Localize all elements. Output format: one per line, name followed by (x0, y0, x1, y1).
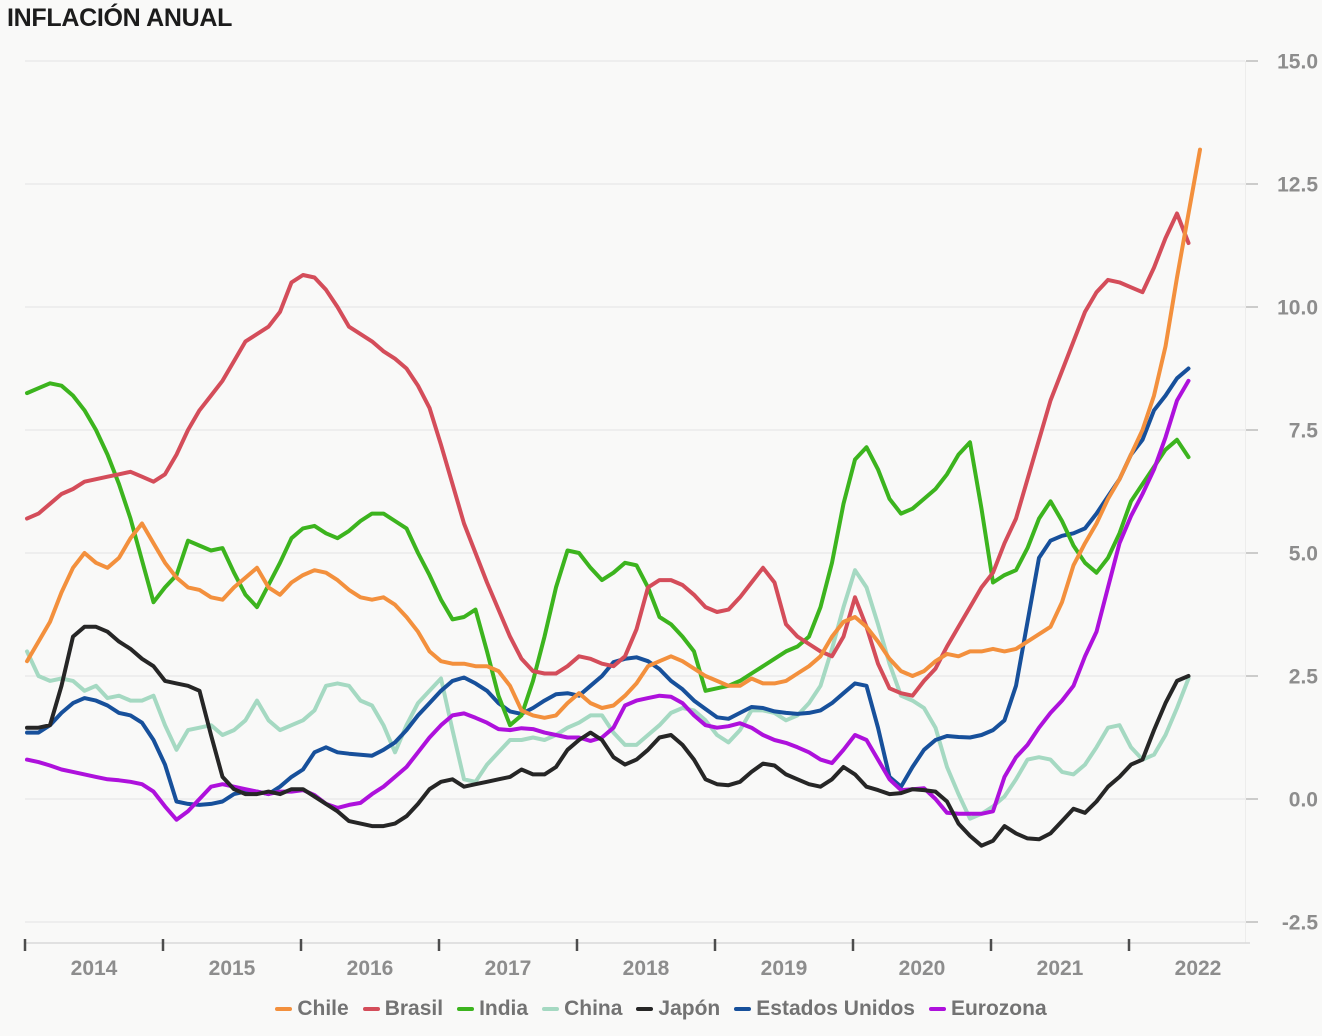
legend-label-china: China (564, 997, 623, 1020)
y-axis-label: -2.5 (1282, 912, 1319, 935)
legend-item-chile: Chile (275, 997, 349, 1021)
x-axis-label: 2022 (1175, 957, 1222, 980)
x-axis-label: 2014 (71, 957, 118, 980)
legend-dash-brasil (362, 1007, 380, 1011)
series-line-brasil (25, 211, 1191, 698)
y-axis-label: 10.0 (1277, 297, 1318, 320)
y-axis-label: 5.0 (1289, 543, 1318, 566)
x-axis-label: 2019 (761, 957, 808, 980)
legend-dash-india (457, 1007, 475, 1011)
legend-item-brasil: Brasil (362, 997, 444, 1021)
legend-label-japón: Japón (658, 997, 721, 1020)
x-axis-label: 2016 (347, 957, 394, 980)
legend-label-brasil: Brasil (384, 997, 444, 1020)
x-axis-label: 2017 (485, 957, 532, 980)
legend-item-eurozona: Eurozona (928, 997, 1047, 1021)
series-line-japón (25, 624, 1191, 848)
y-axis-label: 2.5 (1289, 666, 1319, 689)
x-axis-label: 2020 (899, 957, 946, 980)
legend-item-japón: Japón (636, 997, 720, 1021)
legend-dash-eurozona (928, 1007, 946, 1011)
legend-item-estados-unidos: Estados Unidos (734, 997, 915, 1021)
page-title: INFLACIÓN ANUAL (7, 4, 233, 32)
series-line-estados-unidos (25, 366, 1191, 807)
legend-label-estados-unidos: Estados Unidos (756, 997, 915, 1020)
series-line-chile (25, 147, 1202, 720)
legend-label-india: India (479, 997, 529, 1020)
x-axis-label: 2021 (1037, 957, 1084, 980)
y-axis-label: 0.0 (1289, 789, 1318, 812)
legend-label-chile: Chile (297, 997, 349, 1020)
series-line-india (25, 381, 1191, 728)
y-axis-label: 15.0 (1277, 51, 1318, 74)
x-axis-label: 2015 (209, 957, 256, 980)
legend-label-eurozona: Eurozona (950, 997, 1047, 1020)
legend-dash-estados-unidos (734, 1007, 752, 1011)
chart-legend: Chile Brasil India China Japón Estados Unidos… (0, 997, 1322, 1021)
series-line-eurozona (25, 378, 1191, 822)
legend-item-china: China (542, 997, 622, 1021)
legend-item-india: India (457, 997, 528, 1021)
legend-dash-chile (275, 1007, 293, 1011)
y-axis-label: 7.5 (1289, 420, 1319, 443)
legend-dash-china (542, 1007, 560, 1011)
y-axis-label: 12.5 (1277, 174, 1318, 197)
legend-dash-japón (636, 1007, 654, 1011)
x-axis-label: 2018 (623, 957, 670, 980)
